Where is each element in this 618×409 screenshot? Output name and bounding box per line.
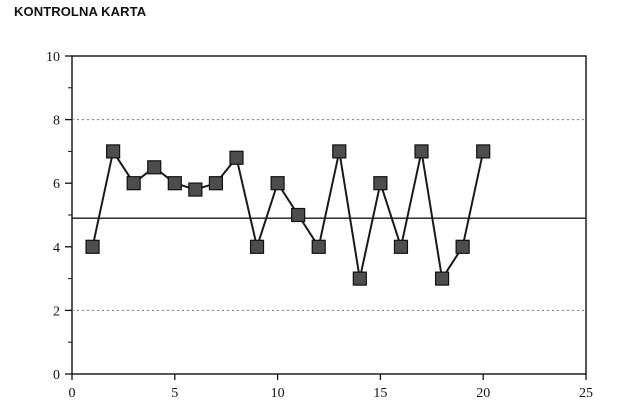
data-point-marker — [311, 239, 326, 254]
data-point-marker — [291, 207, 306, 223]
data-point-marker — [147, 160, 162, 175]
data-point-marker — [476, 144, 491, 159]
x-tick-label: 15 — [373, 386, 387, 401]
data-point-marker — [373, 176, 388, 191]
plot-frame — [71, 55, 587, 375]
y-tick-label: 6 — [53, 177, 60, 192]
data-point-marker — [106, 144, 121, 159]
data-point-marker — [332, 144, 347, 159]
data-point-marker — [126, 176, 141, 191]
x-tick-label: 25 — [579, 386, 593, 401]
x-tick-label: 10 — [271, 386, 285, 401]
data-point-marker — [393, 239, 409, 254]
data-point-marker — [455, 239, 470, 254]
y-tick-label: 10 — [46, 50, 60, 65]
data-point-marker — [352, 271, 367, 286]
x-tick-label: 5 — [171, 386, 178, 401]
x-tick-label: 20 — [476, 386, 490, 401]
y-tick-label: 2 — [53, 304, 60, 319]
axis-ticks: 0 2 4 6 8 10 0 5 10 15 20 25 — [46, 50, 593, 401]
y-tick-label: 0 — [53, 368, 60, 383]
control-limits — [72, 119, 586, 311]
data-point-marker — [208, 176, 224, 191]
data-point-marker — [85, 239, 100, 254]
data-point-marker — [229, 150, 244, 165]
x-tick-label: 0 — [69, 386, 76, 401]
data-point-marker — [270, 176, 285, 191]
data-point-marker — [167, 176, 182, 191]
y-tick-label: 4 — [53, 241, 60, 256]
plot-border — [71, 55, 587, 375]
chart-title: KONTROLNA KARTA — [14, 4, 147, 19]
data-point-marker — [249, 239, 265, 254]
y-tick-label: 8 — [53, 114, 60, 129]
data-point-marker — [434, 271, 450, 286]
data-series — [85, 144, 491, 286]
data-point-marker — [188, 182, 203, 197]
data-point-marker — [414, 144, 429, 159]
